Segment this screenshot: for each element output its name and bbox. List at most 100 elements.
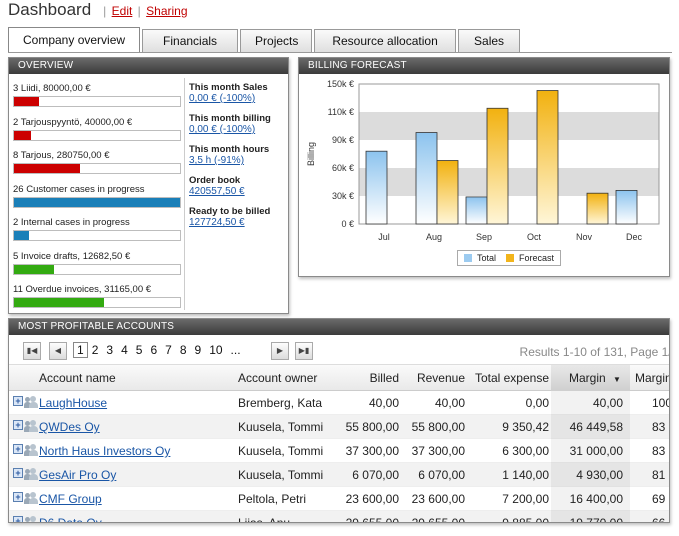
- expand-plus-icon[interactable]: +: [13, 516, 23, 522]
- revenue-value: 29 655,00: [411, 516, 465, 523]
- account-owner: Liias, Anu: [238, 516, 291, 523]
- margin-column-bg: [551, 439, 630, 463]
- tab-financials[interactable]: Financials: [142, 29, 239, 53]
- overview-item-label: 11 Overdue invoices, 31165,00 €: [13, 284, 152, 295]
- overview-stat-value[interactable]: 127724,50 €: [189, 217, 245, 228]
- tab-projects[interactable]: Projects: [240, 29, 313, 53]
- overview-progress-bar: [13, 129, 181, 141]
- expand-plus-icon[interactable]: +: [13, 420, 23, 430]
- overview-progress-bar: [13, 230, 181, 241]
- bar-total: [415, 132, 438, 225]
- people-icon: [24, 444, 38, 456]
- tab-resource-allocation[interactable]: Resource allocation: [314, 29, 457, 53]
- expense-value: 6 300,00: [502, 444, 549, 458]
- people-icon: [24, 420, 38, 432]
- chart-band: [359, 84, 659, 112]
- billed-value: 23 600,00: [345, 492, 399, 506]
- header-separator: |: [137, 4, 141, 18]
- edit-link[interactable]: Edit: [111, 4, 133, 18]
- expand-plus-icon[interactable]: +: [13, 396, 23, 406]
- account-name-link[interactable]: North Haus Investors Oy: [39, 444, 171, 458]
- page-number-8[interactable]: 8: [179, 343, 187, 357]
- legend-swatch-forecast: [506, 254, 515, 262]
- row-icons: +: [13, 420, 38, 432]
- page-number-1[interactable]: 1: [73, 342, 88, 358]
- overview-progress-bar: [13, 263, 181, 275]
- people-icon: [24, 468, 38, 480]
- page-number-11[interactable]: ...: [230, 343, 241, 357]
- overview-bars: 3 Liidi, 80000,00 € 2 Tarjouspyyntö, 4000…: [13, 78, 181, 313]
- account-name-link[interactable]: D6 Data Oy: [39, 516, 102, 523]
- page-number-7[interactable]: 7: [165, 343, 172, 357]
- margin-value: 4 930,00: [576, 468, 623, 482]
- page-number-9[interactable]: 9: [194, 343, 202, 357]
- overview-progress-fill: [14, 164, 81, 173]
- revenue-value: 55 800,00: [411, 420, 465, 434]
- account-name-link[interactable]: CMF Group: [39, 492, 102, 506]
- overview-stat-value[interactable]: 3,5 h (-91%): [189, 155, 245, 166]
- first-page-button[interactable]: ▮◀: [23, 342, 41, 360]
- overview-progress-fill: [14, 97, 39, 106]
- sharing-link[interactable]: Sharing: [146, 4, 188, 18]
- tab-sales[interactable]: Sales: [458, 29, 521, 53]
- page-title: Dashboard: [8, 0, 92, 19]
- page-number-10[interactable]: 10: [209, 343, 223, 357]
- x-tick-label: Nov: [576, 232, 593, 242]
- overview-stat: This month Sales 0,00 € (-100%): [189, 82, 289, 104]
- overview-stat-label: Ready to be billed: [189, 206, 271, 217]
- prev-page-button[interactable]: ◀: [49, 342, 67, 360]
- overview-stat-value[interactable]: 420557,50 €: [189, 186, 245, 197]
- col-account-owner[interactable]: Account owner: [238, 371, 318, 385]
- accounts-header: MOST PROFITABLE ACCOUNTS: [9, 319, 669, 335]
- legend-item-total: Total: [464, 253, 496, 263]
- x-tick-label: Oct: [527, 232, 542, 242]
- col-margin-label: Margin: [569, 371, 606, 385]
- sort-desc-icon: ▼: [613, 375, 621, 384]
- bar-total: [365, 150, 388, 225]
- y-axis-label: Billing: [306, 142, 316, 166]
- overview-item-label: 5 Invoice drafts, 12682,50 €: [13, 250, 131, 262]
- results-info: Results 1-10 of 131, Page 1/14: [519, 345, 670, 359]
- billing-forecast-panel: BILLING FORECAST 0 € 30k € 60k € 90k € 110k …: [298, 57, 670, 277]
- y-tick-label: 110k €: [328, 107, 354, 117]
- margin-percent-value: 83: [652, 444, 666, 458]
- account-name-link[interactable]: LaughHouse: [39, 396, 108, 410]
- expand-plus-icon[interactable]: +: [13, 444, 23, 454]
- page-number-3[interactable]: 3: [106, 343, 114, 357]
- margin-value: 19 770,00: [569, 516, 623, 523]
- overview-stat-value[interactable]: 0,00 € (-100%): [189, 93, 256, 104]
- account-name-link[interactable]: GesAir Pro Oy: [39, 468, 117, 482]
- page-number-4[interactable]: 4: [121, 343, 128, 357]
- overview-stat: This month billing 0,00 € (-100%): [189, 113, 289, 135]
- row-icons: +: [13, 492, 38, 504]
- x-tick-label: Jul: [378, 232, 390, 242]
- next-page-button[interactable]: ▶: [271, 342, 289, 360]
- y-tick-label: 90k €: [332, 135, 354, 145]
- table-header: Account name Account owner Billed Revenu…: [9, 365, 669, 391]
- tab-company-overview[interactable]: Company overview: [8, 27, 141, 53]
- col-total-expense[interactable]: Total expense: [474, 371, 549, 385]
- expand-plus-icon[interactable]: +: [13, 468, 23, 478]
- overview-stat-value[interactable]: 0,00 € (-100%): [189, 124, 256, 135]
- table-row: + North Haus Investors Oy Kuusela, Tommi 37…: [9, 439, 669, 463]
- page-number-2[interactable]: 2: [91, 343, 99, 357]
- last-page-button[interactable]: ▶▮: [295, 342, 313, 360]
- header-links: | Edit | Sharing: [101, 4, 187, 18]
- overview-progress-bar: [13, 297, 181, 308]
- overview-item-label: 26 Customer cases in progress: [13, 183, 145, 195]
- overview-item-label: 2 Internal cases in progress: [13, 217, 130, 228]
- col-margin[interactable]: Margin ▼: [569, 371, 621, 385]
- expand-plus-icon[interactable]: +: [13, 492, 23, 502]
- page-number-5[interactable]: 5: [135, 343, 143, 357]
- col-margin-percent[interactable]: Margin: [635, 371, 670, 385]
- page-header: Dashboard | Edit | Sharing: [8, 0, 188, 22]
- col-account-name[interactable]: Account name: [39, 371, 116, 385]
- page-number-6[interactable]: 6: [150, 343, 158, 357]
- overview-item: 8 Tarjous, 280750,00 €: [13, 145, 181, 179]
- col-revenue[interactable]: Revenue: [416, 371, 465, 385]
- account-owner: Bremberg, Kata: [238, 396, 323, 410]
- account-name-link[interactable]: QWDes Oy: [39, 420, 100, 434]
- chart-band: [359, 168, 659, 196]
- col-billed[interactable]: Billed: [369, 371, 399, 385]
